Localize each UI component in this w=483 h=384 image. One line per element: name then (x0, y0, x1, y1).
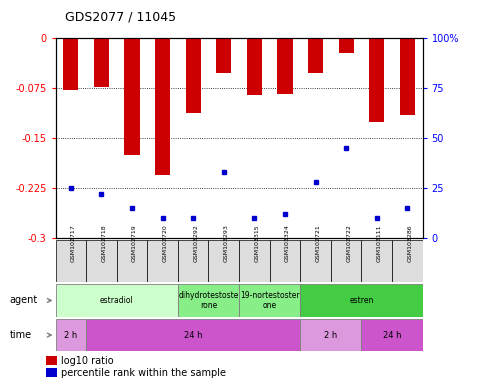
Text: GSM103111: GSM103111 (377, 225, 382, 262)
Text: GSM102719: GSM102719 (132, 225, 137, 262)
Bar (392, 240, 423, 282)
Bar (185, 38, 201, 113)
Bar (56, 284, 178, 317)
Text: 24 h: 24 h (383, 331, 401, 339)
Bar (209, 240, 239, 282)
Text: GSM103293: GSM103293 (224, 224, 229, 262)
Bar (369, 38, 384, 122)
Text: 2 h: 2 h (64, 331, 77, 339)
Bar (300, 240, 331, 282)
Bar (247, 38, 262, 95)
Bar (361, 240, 392, 282)
Bar (125, 38, 140, 155)
Bar (178, 284, 239, 317)
Bar (270, 240, 300, 282)
Text: 2 h: 2 h (324, 331, 338, 339)
Text: GSM103286: GSM103286 (407, 225, 412, 262)
Text: percentile rank within the sample: percentile rank within the sample (61, 368, 226, 378)
Bar (308, 38, 323, 73)
Bar (300, 319, 361, 351)
Bar (147, 240, 178, 282)
Text: agent: agent (10, 295, 38, 306)
Bar (178, 240, 209, 282)
Bar (86, 319, 300, 351)
Text: GSM103315: GSM103315 (255, 225, 259, 262)
Text: estradiol: estradiol (100, 296, 134, 305)
Text: GDS2077 / 11045: GDS2077 / 11045 (65, 10, 176, 23)
Text: GSM102720: GSM102720 (163, 225, 168, 262)
Bar (94, 38, 109, 87)
Text: GSM102722: GSM102722 (346, 224, 351, 262)
Bar (331, 240, 361, 282)
Bar (86, 240, 117, 282)
Text: GSM103292: GSM103292 (193, 224, 198, 262)
Text: GSM102718: GSM102718 (101, 225, 106, 262)
Text: 19-nortestoster
one: 19-nortestoster one (240, 291, 299, 310)
Text: dihydrotestoste
rone: dihydrotestoste rone (178, 291, 239, 310)
Bar (155, 38, 170, 175)
Bar (216, 38, 231, 73)
Bar (46, 356, 57, 366)
Bar (117, 240, 147, 282)
Text: log10 ratio: log10 ratio (61, 356, 114, 366)
Text: time: time (10, 330, 32, 340)
Bar (277, 38, 293, 94)
Bar (46, 368, 57, 377)
Text: 24 h: 24 h (184, 331, 202, 339)
Text: estren: estren (349, 296, 374, 305)
Text: GSM102717: GSM102717 (71, 225, 76, 262)
Bar (56, 319, 86, 351)
Text: GSM102721: GSM102721 (315, 225, 321, 262)
Bar (56, 240, 86, 282)
Bar (239, 284, 300, 317)
Bar (400, 38, 415, 115)
Text: GSM103324: GSM103324 (285, 224, 290, 262)
Bar (63, 38, 78, 90)
Bar (239, 240, 270, 282)
Bar (300, 284, 423, 317)
Bar (339, 38, 354, 53)
Bar (361, 319, 423, 351)
